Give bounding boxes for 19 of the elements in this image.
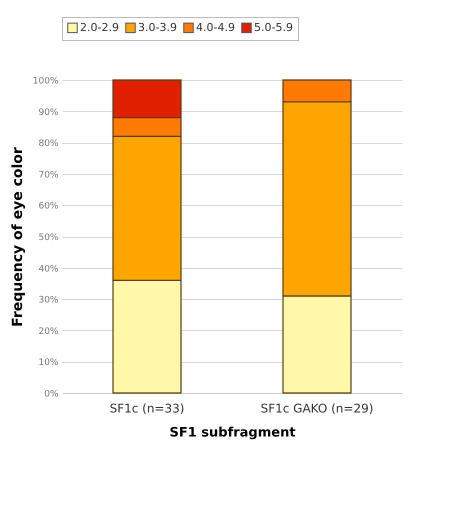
y-tick-label: 10% xyxy=(38,358,59,368)
y-tick-label: 20% xyxy=(38,326,59,337)
y-tick-label: 90% xyxy=(38,108,59,118)
y-axis-title: Frequency of eye color xyxy=(10,147,26,327)
y-tick-label: 100% xyxy=(32,76,59,86)
y-tick-label: 80% xyxy=(38,139,59,150)
y-tick-label: 0% xyxy=(44,390,59,400)
x-tick-label: SF1c (n=33) xyxy=(110,402,184,416)
y-tick-label: 70% xyxy=(38,170,59,180)
x-tick-label: SF1c GAKO (n=29) xyxy=(260,402,374,416)
y-tick-label: 50% xyxy=(38,233,59,243)
y-tick-label: 30% xyxy=(38,296,59,306)
y-tick-label: 40% xyxy=(38,264,59,274)
y-tick-label: 60% xyxy=(38,202,59,212)
legend-label: 3.0-3.9 xyxy=(138,20,177,34)
x-axis-title: SF1 subfragment xyxy=(169,426,296,440)
legend-label: 4.0-4.9 xyxy=(196,20,235,34)
legend-label: 5.0-5.9 xyxy=(254,20,293,34)
legend-label: 2.0-2.9 xyxy=(80,20,119,34)
